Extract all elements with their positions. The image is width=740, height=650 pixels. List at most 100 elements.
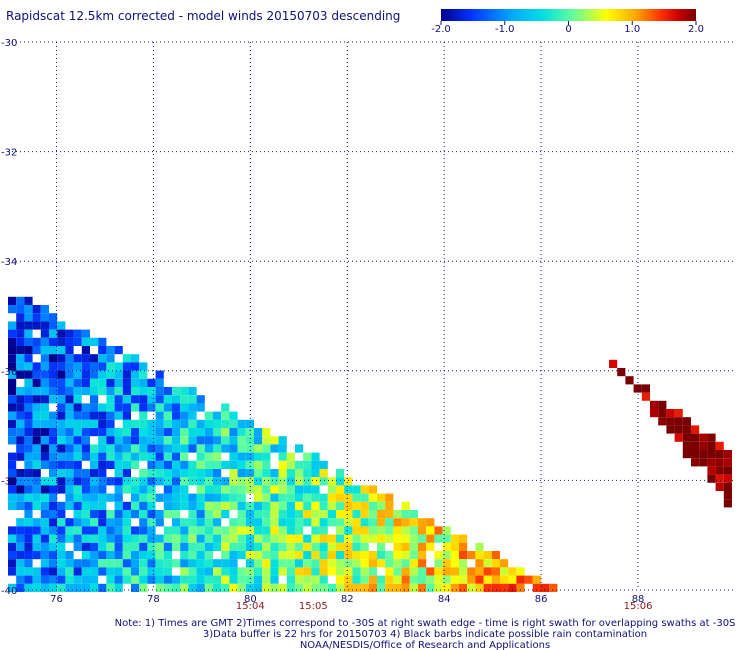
- data-cell: [360, 551, 369, 560]
- data-cell: [40, 460, 49, 469]
- data-cell: [131, 428, 140, 437]
- data-cell: [73, 583, 82, 592]
- data-cell: [163, 460, 172, 469]
- data-cell: [229, 436, 238, 445]
- data-cell: [90, 534, 99, 543]
- data-cell: [81, 501, 90, 510]
- data-cell: [188, 534, 197, 543]
- data-cell: [16, 501, 25, 510]
- data-cell: [73, 395, 82, 404]
- data-cell: [213, 452, 222, 461]
- data-cell: [237, 518, 246, 527]
- data-cell: [319, 493, 328, 502]
- data-cell: [336, 518, 345, 527]
- data-cell: [122, 518, 131, 527]
- data-cell: [172, 428, 181, 437]
- data-cell: [8, 501, 17, 510]
- data-cell: [303, 559, 312, 568]
- data-cell: [73, 477, 82, 486]
- data-cell: [409, 583, 418, 592]
- data-cell: [122, 559, 131, 568]
- data-cell: [278, 559, 287, 568]
- data-cell: [147, 518, 156, 527]
- data-cell: [40, 575, 49, 584]
- data-cell: [65, 419, 74, 428]
- data-cell: [139, 378, 148, 387]
- data-cell: [270, 501, 279, 510]
- data-cell: [114, 428, 123, 437]
- data-cell: [32, 452, 41, 461]
- data-cell: [450, 551, 459, 560]
- data-cell: [24, 526, 33, 535]
- data-cell: [40, 583, 49, 592]
- data-cell: [147, 403, 156, 412]
- data-cell: [393, 510, 402, 519]
- data-cell: [90, 542, 99, 551]
- data-cell: [418, 526, 427, 535]
- data-cell: [262, 518, 271, 527]
- data-cell: [682, 441, 691, 450]
- data-cell: [106, 370, 115, 379]
- data-cell: [286, 510, 295, 519]
- data-cell: [213, 559, 222, 568]
- data-cell: [352, 518, 361, 527]
- data-cell: [270, 567, 279, 576]
- data-cell: [8, 346, 17, 355]
- data-cell: [336, 510, 345, 519]
- data-cell: [172, 575, 181, 584]
- data-cell: [81, 370, 90, 379]
- data-cell: [262, 452, 271, 461]
- data-cell: [122, 395, 131, 404]
- data-cell: [65, 559, 74, 568]
- data-cell: [459, 542, 468, 551]
- data-cell: [131, 501, 140, 510]
- data-cell: [49, 493, 58, 502]
- data-cell: [426, 567, 435, 576]
- data-cell: [49, 362, 58, 371]
- data-cell: [270, 510, 279, 519]
- data-cell: [98, 542, 107, 551]
- data-cell: [131, 477, 140, 486]
- data-cell: [8, 362, 17, 371]
- data-cell: [245, 559, 254, 568]
- data-cell: [73, 403, 82, 412]
- data-cell: [40, 559, 49, 568]
- time-label: 15:06: [624, 601, 653, 612]
- data-cell: [262, 575, 271, 584]
- data-cell: [401, 518, 410, 527]
- data-cell: [65, 436, 74, 445]
- data-cell: [40, 362, 49, 371]
- data-cell: [221, 436, 230, 445]
- data-cell: [65, 387, 74, 396]
- data-cell: [311, 551, 320, 560]
- data-cell: [73, 411, 82, 420]
- data-cell: [723, 499, 732, 508]
- data-cell: [73, 469, 82, 478]
- data-cell: [237, 551, 246, 560]
- data-cell: [360, 575, 369, 584]
- data-cell: [295, 567, 304, 576]
- data-cell: [49, 395, 58, 404]
- data-cell: [90, 493, 99, 502]
- data-cell: [65, 452, 74, 461]
- data-cell: [24, 567, 33, 576]
- data-cell: [114, 436, 123, 445]
- data-cell: [344, 510, 353, 519]
- data-cell: [286, 485, 295, 494]
- data-cell: [16, 559, 25, 568]
- data-cell: [90, 469, 99, 478]
- data-cell: [163, 559, 172, 568]
- data-cell: [475, 559, 484, 568]
- data-cell: [723, 491, 732, 500]
- data-cell: [213, 436, 222, 445]
- data-cell: [65, 428, 74, 437]
- data-cell: [311, 460, 320, 469]
- data-cell: [131, 395, 140, 404]
- data-cell: [311, 469, 320, 478]
- data-cell: [188, 428, 197, 437]
- data-cell: [319, 477, 328, 486]
- data-cell: [81, 469, 90, 478]
- data-cell: [516, 567, 525, 576]
- data-cell: [221, 444, 230, 453]
